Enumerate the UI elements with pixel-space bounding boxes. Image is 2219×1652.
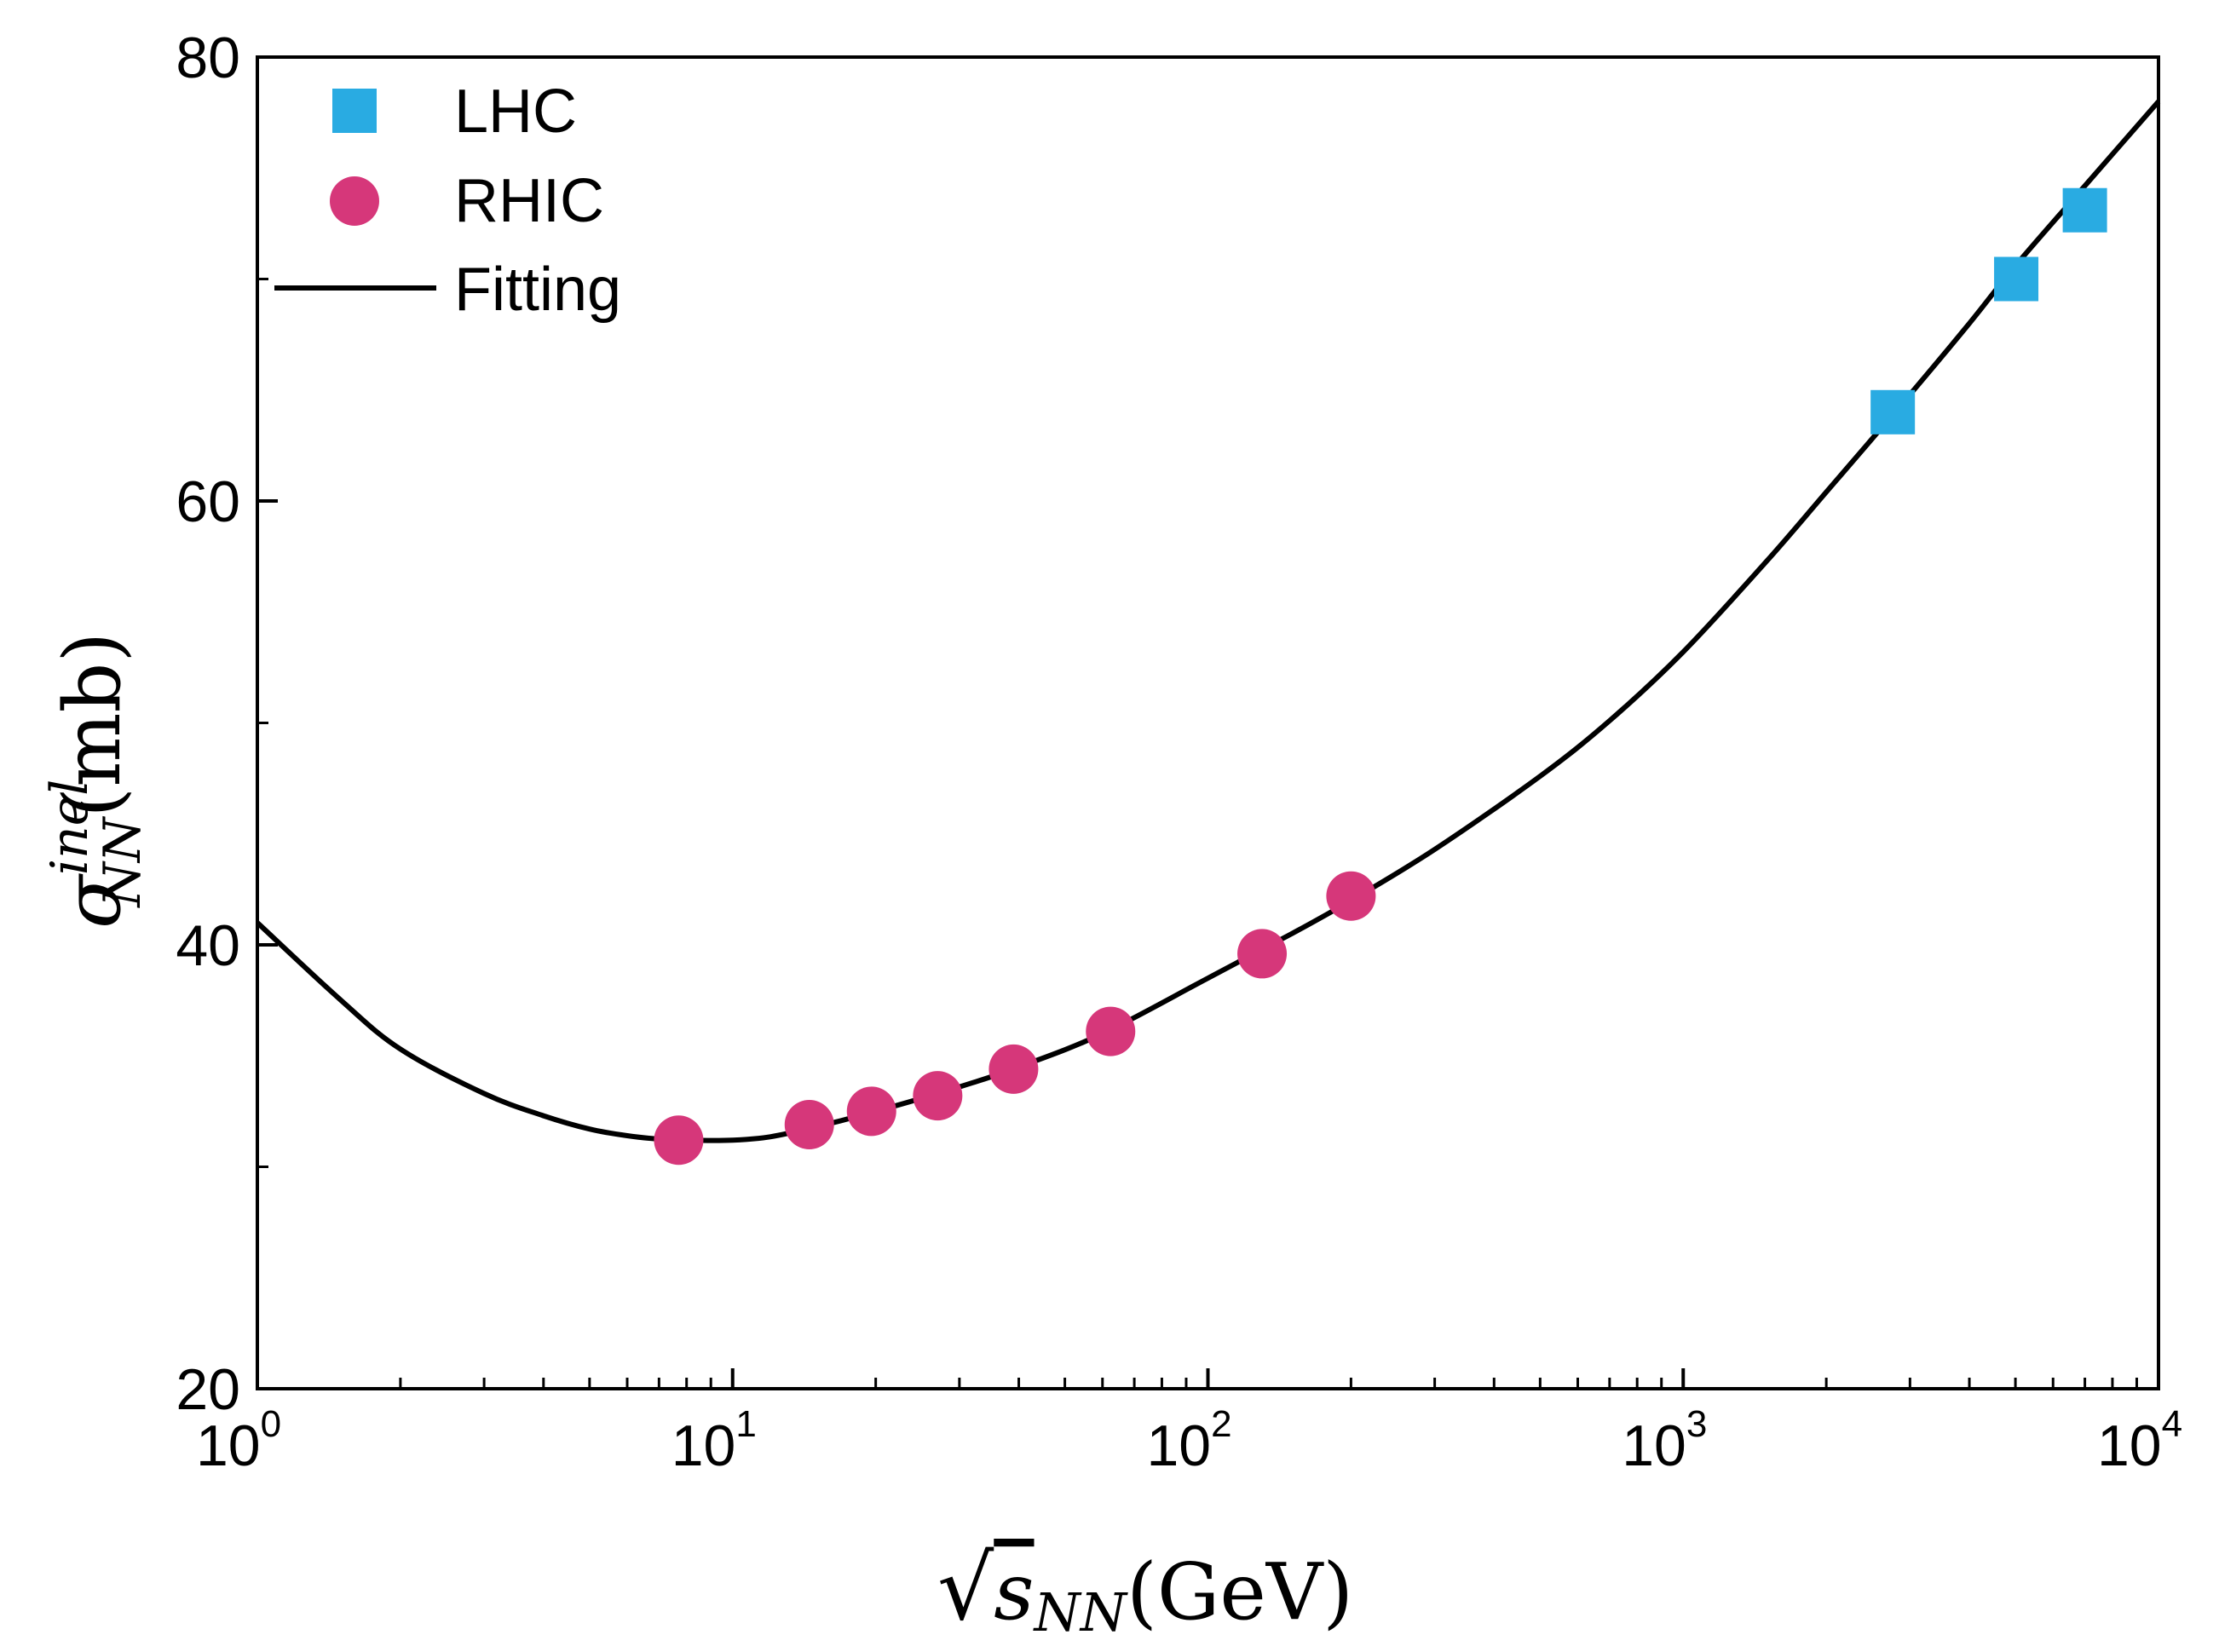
legend-rhic-label: RHIC [454,167,604,235]
x-axis-label-root: √ [937,1536,994,1640]
x-tick-label: 100 [196,1403,281,1478]
y-axis-label: σinelNN(mb) [40,632,153,929]
y-axis-label-sub: NN [93,815,153,909]
y-tick-label: 60 [176,469,240,534]
legend-rhic-marker [330,176,379,226]
lhc-point [2062,187,2107,233]
y-axis-label-sup: inel [40,780,100,876]
y-tick-label: 20 [176,1357,240,1422]
x-axis-label-sub: NN [1033,1581,1129,1643]
y-axis-label-unit: (mb) [47,632,138,818]
x-tick-label: 102 [1146,1403,1231,1478]
rhic-point [1326,871,1376,921]
x-axis-label-main: s [994,1546,1034,1638]
y-tick-label: 80 [176,26,240,90]
rhic-point [654,1115,704,1166]
lhc-point [1994,256,2039,302]
x-tick-label: 104 [2097,1403,2182,1478]
x-axis-label: √sNN(GeV) [937,1536,1353,1643]
rhic-point [1237,929,1288,979]
axis-ticks [256,55,2160,1390]
rhic-point [784,1100,834,1150]
legend-lhc-label: LHC [454,78,577,146]
y-tick-label: 40 [176,913,240,978]
legend: LHC RHIC Fitting [274,78,621,324]
x-axis-label-unit: (GeV) [1127,1546,1353,1638]
lhc-point [1870,389,1916,435]
rhic-point [913,1071,963,1121]
tick-labels: 100 101 102 103 104 20 40 60 80 [176,26,2182,1478]
data-points [654,187,2107,1166]
rhic-point [846,1086,896,1137]
x-tick-label: 103 [1622,1403,1707,1478]
plot-area [255,100,2161,1166]
y-axis-label-main: σ [47,873,138,929]
legend-fitting-label: Fitting [454,256,621,324]
legend-lhc-marker [332,89,377,133]
x-tick-label: 101 [671,1403,757,1478]
rhic-point [988,1044,1039,1094]
rhic-point [1086,1006,1136,1056]
